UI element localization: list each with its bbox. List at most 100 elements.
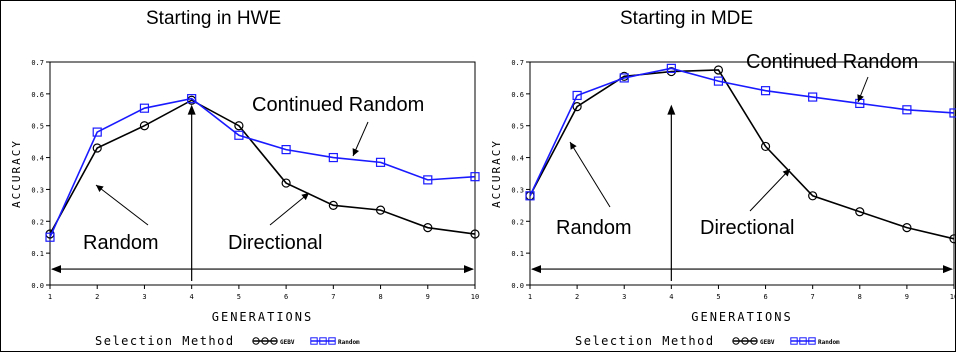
left-x-axis-label: GENERATIONS [212,310,313,324]
left-y-tick-label: 0.4 [31,155,44,163]
left-x-tick-label: 9 [426,293,430,301]
left-y-tick-label: 0.3 [31,186,44,194]
left-point-random [281,145,291,155]
left-point-random [423,175,433,185]
right-legend-marker-gebv [732,337,740,345]
right-y-tick-label: 0.6 [511,91,524,99]
right-legend-title: Selection Method [575,334,715,348]
right-x-tick-label: 8 [858,293,862,301]
left-point-random [92,127,102,137]
right-point-random [525,191,535,201]
right-annotation-random-arrowhead [570,142,577,150]
right-annotation-random: Random [556,217,632,239]
left-point-gebv [281,178,291,188]
left-y-tick-label: 0.1 [31,250,44,258]
right-point-random [760,86,771,96]
right-annotation-directional-arrowhead [782,169,790,177]
left-point-gebv [328,200,338,210]
right-point-gebv [949,234,956,244]
right-point-random [949,108,956,118]
left-point-random [139,103,150,113]
right-annotation-random-pointer [569,141,611,208]
left-y-tick-label: 0.0 [31,282,44,290]
left-legend-marker-random [328,337,336,345]
right-arrowhead-left [531,265,541,274]
right-point-random [572,90,582,101]
left-series-line-gebv [49,99,476,235]
right-x-tick-label: 5 [716,293,720,301]
right-point-gebv [855,207,865,217]
left-series-line-random [49,97,476,238]
left-point-gebv [423,223,433,233]
right-chart-title: Starting in MDE [620,8,754,29]
left-arrowhead-left [51,265,61,274]
left-y-axis-label: ACCURACY [10,139,23,208]
right-x-tick-label: 9 [905,293,909,301]
right-legend-marker-random [808,337,816,345]
right-y-tick-label: 0.7 [511,59,524,67]
left-point-random [470,172,480,182]
right-annotation-directional: Directional [700,217,794,239]
right-point-gebv [713,65,724,75]
right-legend-marker-gebv [750,337,758,345]
left-x-tick-label: 6 [284,293,288,301]
right-point-random [666,63,676,73]
left-point-gebv [92,143,102,153]
right-annotation-continued-arrowhead [857,94,864,102]
right-x-tick-label: 4 [669,293,673,301]
right-point-random [808,92,818,102]
right-y-tick-label: 0.0 [511,282,524,290]
left-annotation-continued-arrowhead [352,148,360,156]
right-x-tick-label: 1 [528,293,532,301]
right-x-tick-label: 7 [811,293,815,301]
left-legend-marker-gebv [270,337,278,345]
left-y-tick-label: 0.6 [31,91,44,99]
right-y-tick-label: 0.5 [511,123,524,131]
left-point-random [375,157,386,167]
right-y-tick-label: 0.4 [511,155,524,163]
left-arrowhead-right [464,265,474,274]
left-x-tick-label: 5 [237,293,241,301]
left-legend-marker-gebv [261,337,269,345]
right-selection-start-arrowhead [667,104,676,115]
left-x-tick-label: 1 [48,293,52,301]
right-x-tick-label: 10 [950,293,956,301]
right-y-axis-label: ACCURACY [490,139,503,208]
left-chart-title: Starting in HWE [146,8,282,29]
left-legend-marker-gebv [252,337,260,345]
left-point-random [234,130,244,140]
left-selection-start-arrowhead [187,104,196,115]
left-x-tick-label: 3 [142,293,146,301]
left-y-tick-label: 0.5 [31,123,44,131]
left-point-gebv [375,205,386,215]
left-point-gebv [139,121,150,131]
right-x-tick-label: 2 [575,293,579,301]
left-y-tick-label: 0.7 [31,59,44,67]
right-y-tick-label: 0.1 [511,250,524,258]
right-point-gebv [902,223,912,233]
left-point-random [328,152,338,163]
left-annotation-directional: Directional [228,232,322,254]
left-x-tick-label: 4 [190,293,194,301]
left-point-gebv [470,229,480,239]
left-annotation-random: Random [83,232,159,254]
left-legend-marker-random [310,337,318,345]
right-point-gebv [572,101,582,112]
right-point-gebv [760,141,771,152]
left-legend-title: Selection Method [95,334,235,348]
left-point-random [187,94,197,104]
right-legend-label-random: Random [818,339,840,346]
left-x-tick-label: 10 [471,293,479,301]
right-point-gebv [808,191,818,201]
left-annotation-random-arrowhead [96,185,104,193]
right-series-line-random [529,67,955,197]
left-annotation-random-pointer [95,184,149,226]
right-x-tick-label: 3 [622,293,626,301]
left-plot-area [49,61,476,286]
right-legend-marker-gebv [741,337,749,345]
left-legend-label-random: Random [338,339,360,346]
left-legend-marker-random [319,337,327,345]
left-annotation-directional-arrowhead [301,193,309,201]
right-annotation-continued: Continued Random [746,51,918,73]
